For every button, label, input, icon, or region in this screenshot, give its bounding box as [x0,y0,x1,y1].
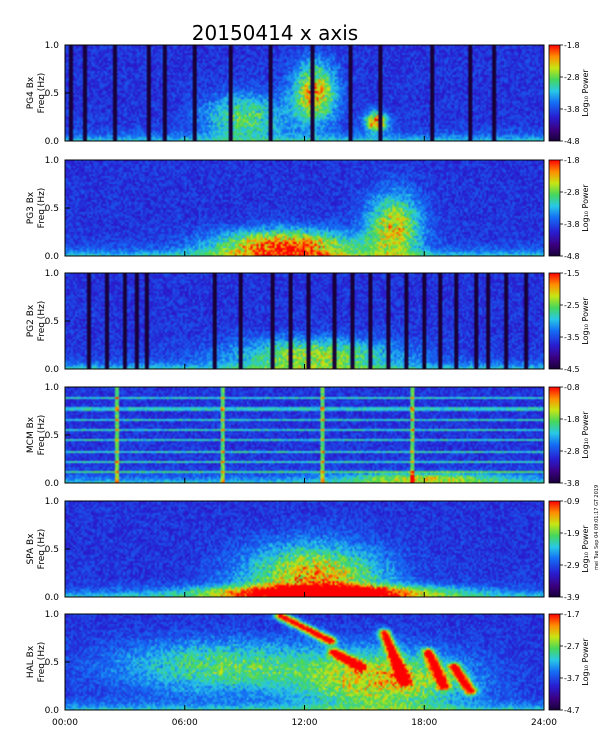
colorbar-tick-label: -2.8 [564,73,580,82]
y-axis-label-station: PG3 Bx [26,191,36,224]
colorbar-tick-label: -1.7 [564,610,580,619]
colorbar-label: Log₁₀ Power [581,69,590,117]
colorbar-label: Log₁₀ Power [581,638,590,686]
x-tick-label: 12:00 [292,718,318,728]
colorbar [548,159,561,257]
y-tick-label: 0.0 [45,365,60,375]
y-tick-label: 0.0 [45,706,60,716]
colorbar-tick-label: -3.8 [564,479,580,488]
panel-pg2: 1.0 0.5 0.0 PG2 Bx Freq (Hz) -1.5 -2.5 -3.5 -4.5… [26,269,590,375]
y-tick-label: 1.0 [45,41,60,51]
panel-pg4: 1.0 0.5 0.0 PG4 Bx Freq (Hz) -1.8 -2.8 -3.8 -4.8… [26,41,590,147]
colorbar-tick-label: -1.9 [564,529,580,538]
y-axis-label-freq: Freq (Hz) [37,188,47,229]
y-axis-label-station: SPA Bx [26,533,36,565]
colorbar-tick-label: -4.8 [564,137,580,146]
colorbar-tick-label: -3.5 [564,333,580,342]
y-axis-label-station: PG4 Bx [26,76,36,109]
y-tick-label: 0.0 [45,479,60,489]
y-axis-label-freq: Freq (Hz) [37,642,47,683]
y-tick-label: 0.0 [45,593,60,603]
y-axis-label-freq: Freq (Hz) [37,73,47,114]
y-tick-label: 1.0 [45,156,60,166]
y-tick-label: 0.5 [45,658,59,668]
colorbar-tick-label: -2.9 [564,561,580,570]
spectrogram-image [65,614,544,710]
x-tick-label: 06:00 [172,718,198,728]
x-tick-label: 18:00 [411,718,437,728]
colorbar-tick-label: -3.9 [564,593,580,602]
colorbar-tick-label: -3.8 [564,105,580,114]
colorbar-tick-label: -4.7 [564,706,580,715]
y-tick-label: 1.0 [45,610,60,620]
spectrogram-image [65,273,544,369]
figure-title: 20150414 x axis [192,21,358,45]
x-tick-label: 24:00 [531,718,557,728]
colorbar-tick-label: -2.8 [564,447,580,456]
y-tick-label: 0.5 [45,431,59,441]
colorbar [548,44,561,142]
colorbar-tick-label: -3.7 [564,674,580,683]
colorbar-tick-label: -4.8 [564,252,580,261]
y-axis-label-freq: Freq (Hz) [37,301,47,342]
colorbar-tick-label: -2.5 [564,301,580,310]
colorbar-label: Log₁₀ Power [581,184,590,232]
y-tick-label: 0.5 [45,317,59,327]
colorbar-label: Log₁₀ Power [581,297,590,345]
spectrogram-image [65,501,544,597]
y-tick-label: 0.5 [45,89,59,99]
panel-spa: 1.0 0.5 0.0 SPA Bx Freq (Hz) -0.9 -1.9 -2.9 -3.9… [26,497,590,603]
panel-pg3: 1.0 0.5 0.0 PG3 Bx Freq (Hz) -1.8 -2.8 -3.8 -4.8… [26,156,590,262]
colorbar-tick-label: -0.8 [564,383,580,392]
spectrogram-image [65,387,544,483]
y-tick-label: 0.5 [45,204,59,214]
colorbar-tick-label: -2.8 [564,188,580,197]
y-tick-label: 1.0 [45,497,60,507]
colorbar [548,500,561,598]
colorbar-tick-label: -1.8 [564,41,580,50]
y-axis-label-station: HAL Bx [26,645,36,678]
colorbar-tick-label: -1.8 [564,156,580,165]
y-tick-label: 1.0 [45,383,60,393]
colorbar-tick-label: -3.8 [564,220,580,229]
y-axis-label-station: PG2 Bx [26,304,36,337]
colorbar [548,386,561,484]
spectrogram-image [65,160,544,256]
y-tick-label: 0.5 [45,545,59,555]
y-tick-label: 0.0 [45,252,60,262]
y-tick-label: 1.0 [45,269,60,279]
y-tick-label: 0.0 [45,137,60,147]
y-axis-label-freq: Freq (Hz) [37,529,47,570]
timestamp-note: mei Tue Sep 04 09:01:17 GT 2019 [594,485,600,570]
x-tick-label: 00:00 [52,718,78,728]
colorbar-label: Log₁₀ Power [581,411,590,459]
panel-mcm: 1.0 0.5 0.0 MCM Bx Freq (Hz) -0.8 -1.8 -2.8 -3.8… [26,383,590,489]
colorbar-tick-label: -1.5 [564,269,580,278]
y-axis-label-station: MCM Bx [26,416,36,453]
colorbar [548,272,561,370]
y-axis-label-freq: Freq (Hz) [37,415,47,456]
colorbar-tick-label: -2.7 [564,642,580,651]
colorbar-label: Log₁₀ Power [581,525,590,573]
panel-hal: 1.0 0.5 0.0 HAL Bx Freq (Hz) -1.7 -2.7 -3.7 -4.7… [26,610,590,728]
colorbar-tick-label: -0.9 [564,497,580,506]
colorbar-tick-label: -1.8 [564,415,580,424]
colorbar [548,613,561,711]
colorbar-tick-label: -4.5 [564,365,580,374]
spectrogram-image [65,45,544,141]
